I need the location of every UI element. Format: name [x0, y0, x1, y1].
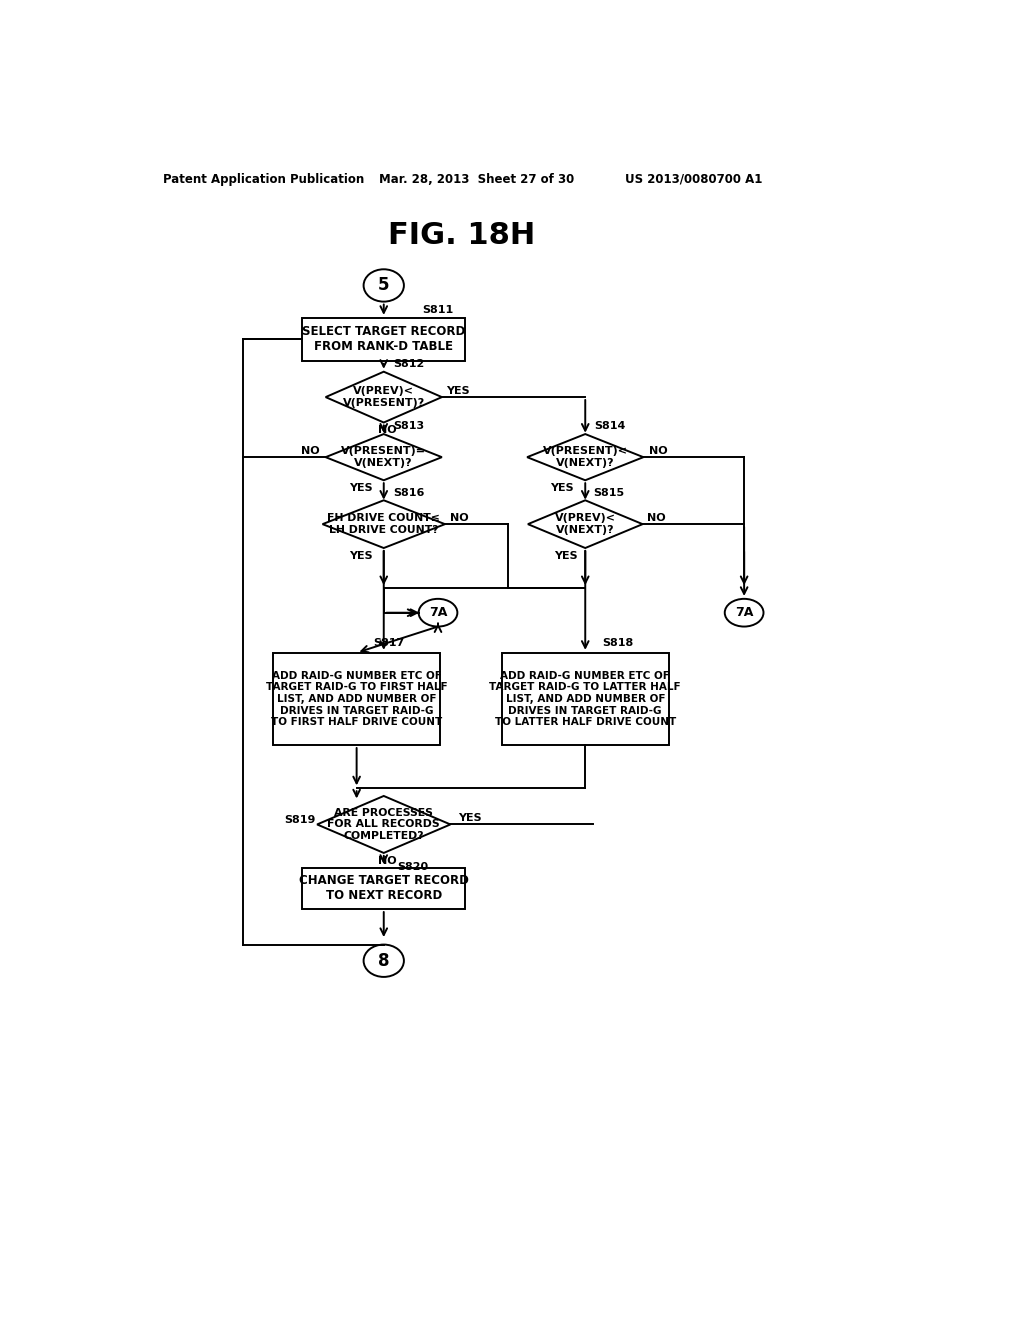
Text: S816: S816	[393, 487, 424, 498]
Text: Mar. 28, 2013  Sheet 27 of 30: Mar. 28, 2013 Sheet 27 of 30	[379, 173, 574, 186]
Text: YES: YES	[550, 483, 573, 492]
Polygon shape	[326, 372, 442, 422]
Text: NO: NO	[378, 425, 397, 436]
Text: 7A: 7A	[735, 606, 754, 619]
Polygon shape	[317, 796, 451, 853]
FancyBboxPatch shape	[302, 318, 465, 360]
Text: S811: S811	[423, 305, 454, 315]
Ellipse shape	[364, 945, 403, 977]
Text: 7A: 7A	[429, 606, 447, 619]
Text: S812: S812	[393, 359, 424, 370]
Text: NO: NO	[378, 855, 397, 866]
Text: V(PREV)<
V(NEXT)?: V(PREV)< V(NEXT)?	[555, 513, 615, 535]
Text: SELECT TARGET RECORD
FROM RANK-D TABLE: SELECT TARGET RECORD FROM RANK-D TABLE	[302, 325, 465, 354]
Text: YES: YES	[554, 550, 578, 561]
Text: S818: S818	[602, 639, 634, 648]
Text: 8: 8	[378, 952, 389, 970]
FancyBboxPatch shape	[302, 867, 465, 909]
Ellipse shape	[725, 599, 764, 627]
Ellipse shape	[364, 269, 403, 302]
FancyBboxPatch shape	[502, 653, 669, 744]
Text: NO: NO	[450, 513, 468, 523]
Text: YES: YES	[349, 550, 373, 561]
Text: CHANGE TARGET RECORD
TO NEXT RECORD: CHANGE TARGET RECORD TO NEXT RECORD	[299, 874, 469, 903]
Text: S814: S814	[595, 421, 626, 432]
Text: YES: YES	[458, 813, 481, 824]
Text: FH DRIVE COUNT≤
LH DRIVE COUNT?: FH DRIVE COUNT≤ LH DRIVE COUNT?	[328, 513, 440, 535]
Polygon shape	[528, 500, 643, 548]
Text: FIG. 18H: FIG. 18H	[388, 220, 535, 249]
Text: US 2013/0080700 A1: US 2013/0080700 A1	[625, 173, 763, 186]
Text: V(PREV)<
V(PRESENT)?: V(PREV)< V(PRESENT)?	[343, 387, 425, 408]
Text: YES: YES	[445, 385, 469, 396]
Polygon shape	[527, 434, 643, 480]
Polygon shape	[323, 500, 445, 548]
Text: V(PRESENT)=
V(NEXT)?: V(PRESENT)= V(NEXT)?	[341, 446, 426, 469]
Ellipse shape	[419, 599, 458, 627]
Text: NO: NO	[649, 446, 668, 455]
Text: NO: NO	[647, 513, 666, 523]
Text: 5: 5	[378, 276, 389, 294]
Text: YES: YES	[349, 483, 373, 492]
Text: Patent Application Publication: Patent Application Publication	[163, 173, 365, 186]
Text: ADD RAID-G NUMBER ETC OF
TARGET RAID-G TO FIRST HALF
LIST, AND ADD NUMBER OF
DRI: ADD RAID-G NUMBER ETC OF TARGET RAID-G T…	[266, 671, 447, 727]
FancyBboxPatch shape	[273, 653, 440, 744]
Text: S813: S813	[393, 421, 424, 432]
Text: S815: S815	[593, 487, 624, 498]
Text: V(PRESENT)<
V(NEXT)?: V(PRESENT)< V(NEXT)?	[543, 446, 628, 469]
Text: ARE PROCESSES
FOR ALL RECORDS
COMPLETED?: ARE PROCESSES FOR ALL RECORDS COMPLETED?	[328, 808, 440, 841]
Text: ADD RAID-G NUMBER ETC OF
TARGET RAID-G TO LATTER HALF
LIST, AND ADD NUMBER OF
DR: ADD RAID-G NUMBER ETC OF TARGET RAID-G T…	[489, 671, 681, 727]
Text: S820: S820	[397, 862, 429, 871]
Polygon shape	[326, 434, 442, 480]
Text: NO: NO	[301, 446, 319, 455]
Text: S817: S817	[374, 639, 404, 648]
Text: S819: S819	[285, 814, 315, 825]
